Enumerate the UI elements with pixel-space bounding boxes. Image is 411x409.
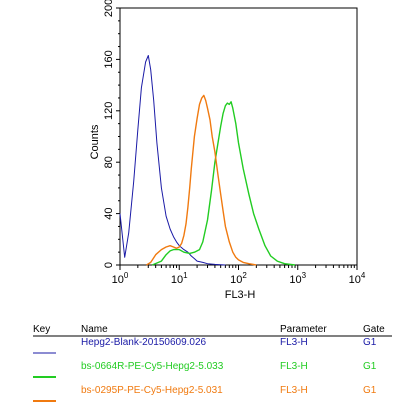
y-tick-label: 160 xyxy=(103,50,115,68)
legend-name: bs-0295P-PE-Cy5-Hepg2-5.031 xyxy=(81,385,223,396)
plot-area xyxy=(119,7,358,266)
x-tick-label: 103 xyxy=(289,271,306,286)
legend-name: Hepg2-Blank-20150609.026 xyxy=(81,337,207,348)
y-axis-ticks: 0 40 80 120 160 200 xyxy=(103,0,120,268)
legend-parameter: FL3-H xyxy=(280,361,308,372)
series-line-3 xyxy=(146,94,257,266)
y-tick-label: 120 xyxy=(103,102,115,120)
series-line-1 xyxy=(119,55,226,266)
legend-header-parameter: Parameter xyxy=(280,324,327,335)
x-tick-label: 102 xyxy=(230,271,247,286)
y-tick-label: 200 xyxy=(103,0,115,17)
x-axis-ticks: 100 101 102 103 104 xyxy=(112,265,366,286)
legend-header-gate: Gate xyxy=(363,324,385,335)
y-tick-label: 40 xyxy=(103,207,115,219)
legend-parameter: FL3-H xyxy=(280,385,308,396)
series-layer xyxy=(119,55,296,266)
legend-gate: G1 xyxy=(363,361,377,372)
legend-gate: G1 xyxy=(363,385,377,396)
x-tick-label: 104 xyxy=(349,271,366,286)
y-tick-label: 0 xyxy=(103,262,115,268)
y-axis-title: Counts xyxy=(89,124,101,159)
legend-table: Key Name Parameter Gate Hepg2-Blank-2015… xyxy=(33,324,392,402)
plot-frame xyxy=(119,7,358,266)
legend-parameter: FL3-H xyxy=(280,337,308,348)
legend-rows: Hepg2-Blank-20150609.026 FL3-H G1 bs-0664R-… xyxy=(33,337,377,402)
x-tick-label: 101 xyxy=(171,271,188,286)
legend-gate: G1 xyxy=(363,337,377,348)
legend-header-key: Key xyxy=(33,324,50,335)
x-axis-title: FL3-H xyxy=(225,289,256,301)
y-tick-label: 80 xyxy=(103,156,115,168)
x-tick-label: 100 xyxy=(112,271,129,286)
series-line-2 xyxy=(151,101,296,266)
legend-header-name: Name xyxy=(81,324,108,335)
legend-name: bs-0664R-PE-Cy5-Hepg2-5.033 xyxy=(81,361,224,372)
